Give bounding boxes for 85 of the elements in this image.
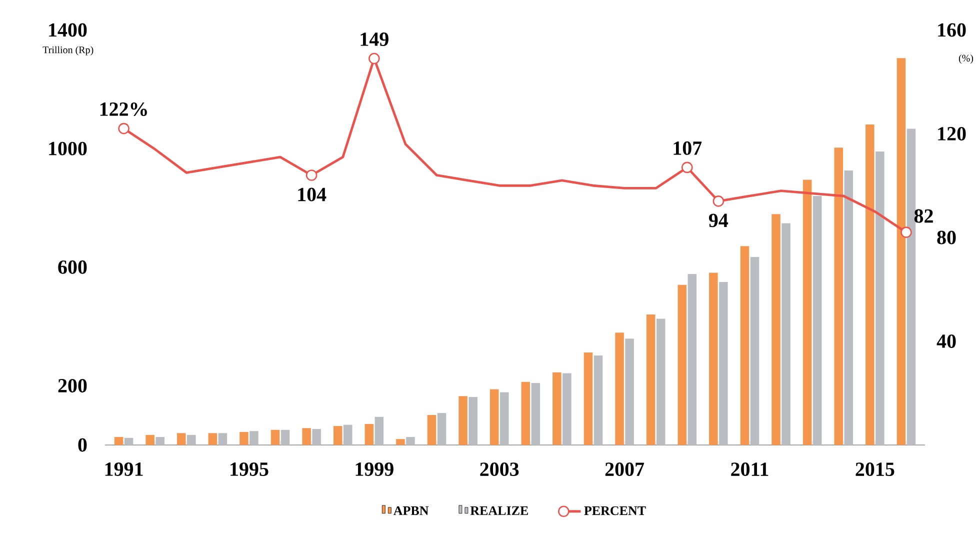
point <box>712 196 724 207</box>
bar <box>782 223 790 445</box>
bar <box>218 433 228 445</box>
y-tick-label: 0 <box>78 438 87 452</box>
point <box>118 122 130 134</box>
x-tick-label: 1991 <box>105 462 143 476</box>
bar <box>500 392 509 445</box>
point <box>368 52 380 64</box>
x-tick-label: 2007 <box>605 462 644 476</box>
bar <box>333 426 342 445</box>
x-tick-label: 2015 <box>856 462 894 476</box>
legend-label: REALIZE <box>470 506 528 515</box>
y2-tick-label: 40 <box>936 334 956 348</box>
x-tick-label: 2011 <box>731 462 768 476</box>
bar <box>646 314 656 445</box>
bar <box>531 383 540 445</box>
bar <box>114 436 124 445</box>
bar <box>584 352 593 445</box>
bar <box>812 196 822 445</box>
data-label: 122% <box>100 102 147 116</box>
y-tick-label: 600 <box>58 260 87 274</box>
bar <box>876 152 884 445</box>
bar <box>396 439 405 445</box>
x-tick-label: 1999 <box>356 462 394 476</box>
bar <box>280 430 290 445</box>
y-tick-label: 200 <box>58 378 87 392</box>
bar <box>374 416 384 445</box>
bar <box>146 434 154 445</box>
point <box>681 162 693 174</box>
bar <box>521 382 530 445</box>
bar <box>240 432 248 445</box>
bar <box>124 438 134 445</box>
bar <box>312 428 321 445</box>
y-tick-label: 1400 <box>49 23 87 37</box>
bar <box>302 428 311 445</box>
bar <box>615 332 624 445</box>
bar <box>834 148 843 445</box>
data-label: 149 <box>360 32 388 46</box>
bar <box>709 272 718 445</box>
bar <box>740 246 750 445</box>
bar <box>844 170 854 445</box>
y2-axis-title: (%) <box>958 54 974 64</box>
bar <box>688 274 697 445</box>
bar <box>562 373 572 445</box>
bar <box>187 434 196 445</box>
y2-tick-label: 80 <box>937 230 956 244</box>
data-label: 82 <box>914 209 933 223</box>
data-label: 94 <box>708 214 728 228</box>
bar <box>552 372 562 445</box>
bar <box>490 389 499 445</box>
y2-tick-label: 120 <box>938 126 966 140</box>
bar <box>176 433 186 445</box>
bar <box>678 284 687 445</box>
bar <box>208 433 218 445</box>
bar <box>427 415 436 445</box>
bar <box>656 318 666 445</box>
y-tick-label: 1000 <box>49 142 87 156</box>
bar <box>437 412 446 445</box>
point <box>900 226 912 238</box>
bar <box>866 124 874 445</box>
bar <box>625 338 634 445</box>
bar <box>468 396 478 445</box>
bar <box>270 430 280 445</box>
bar <box>896 58 906 445</box>
bar <box>802 180 812 445</box>
bar <box>343 424 352 445</box>
y2-tick-label: 160 <box>938 23 966 37</box>
bar <box>719 282 728 445</box>
bar <box>750 257 760 445</box>
data-label: 107 <box>674 141 702 155</box>
x-tick-label: 2003 <box>480 462 519 476</box>
point <box>306 170 318 181</box>
bar <box>364 424 374 445</box>
bar <box>250 431 258 445</box>
bar <box>156 436 164 445</box>
bar <box>458 396 468 445</box>
bar <box>594 355 603 445</box>
legend-label: APBN <box>393 506 429 515</box>
x-tick-label: 1995 <box>230 462 268 476</box>
data-label: 104 <box>298 188 326 202</box>
bar <box>906 128 916 445</box>
bar <box>772 214 780 445</box>
bar <box>406 436 415 445</box>
legend-label: PERCENT <box>584 506 646 516</box>
y-axis-title: Trillion (Rp) <box>42 46 94 56</box>
